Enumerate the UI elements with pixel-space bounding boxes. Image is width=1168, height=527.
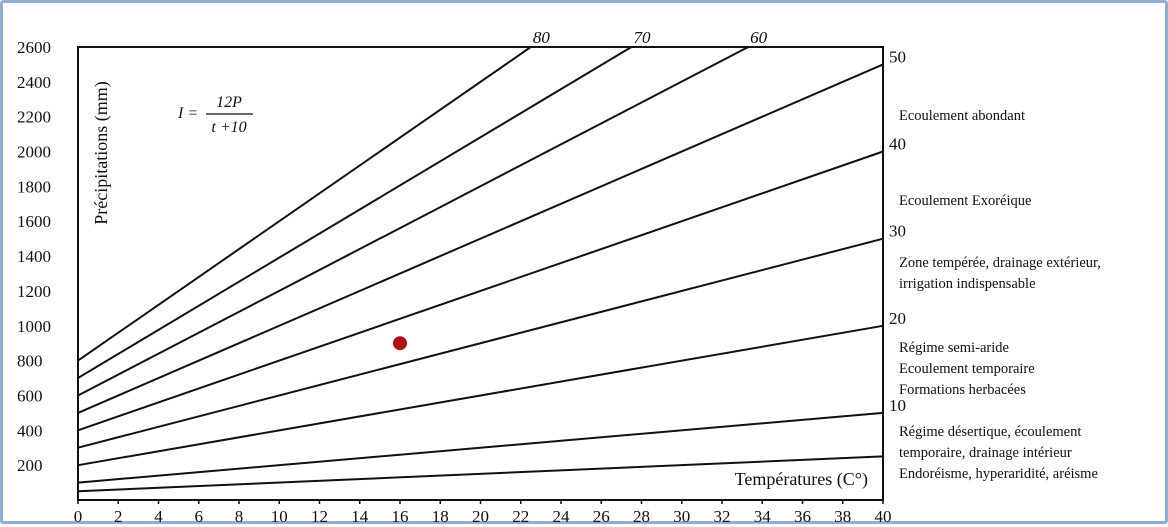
series-line-20 [77, 324, 884, 467]
x-axis-title: Températures (C°) [735, 469, 868, 490]
series-line-40 [77, 150, 884, 432]
x-tick-label: 20 [472, 507, 489, 526]
y-tick-label: 200 [17, 456, 43, 475]
zone-annotation-line: irrigation indispensable [899, 276, 1036, 292]
zone-annotation-line: Ecoulement temporaire [899, 361, 1035, 377]
curve-label-30: 30 [889, 222, 906, 241]
x-tick-label: 0 [74, 507, 83, 526]
series-line-70 [77, 46, 632, 379]
axis-ticks: 0 2 4 6 8 10 12 14 16 18 20 22 24 26 28 30 32 34 36 38 40200… [17, 38, 892, 526]
zone-annotation-line: Régime semi-aride [899, 340, 1009, 356]
x-tick-label: 24 [553, 507, 571, 526]
y-tick-label: 1600 [17, 212, 51, 231]
y-axis-title: Précipitations (mm) [91, 81, 112, 224]
x-tick-label: 36 [794, 507, 811, 526]
x-tick-label: 22 [512, 507, 529, 526]
zone-annotation-line: Endoréisme, hyperaridité, aréisme [899, 466, 1098, 482]
x-tick-label: 30 [673, 507, 690, 526]
y-tick-label: 2600 [17, 38, 51, 57]
x-tick-label: 12 [311, 507, 328, 526]
x-tick-label: 32 [714, 507, 731, 526]
curve-label-40: 40 [889, 135, 906, 154]
y-tick-label: 1400 [17, 247, 51, 266]
zone-annotation-line: Zone tempérée, drainage extérieur, [899, 255, 1101, 271]
x-tick-label: 28 [633, 507, 650, 526]
curve-label-10: 10 [889, 396, 906, 415]
zone-annotation-line: temporaire, drainage intérieur [899, 445, 1072, 461]
x-tick-label: 14 [351, 507, 369, 526]
y-tick-label: 1000 [17, 317, 51, 336]
series-line-10 [77, 411, 884, 484]
x-tick-label: 18 [432, 507, 449, 526]
curve-label-60: 60 [750, 28, 768, 47]
series-lines [77, 46, 884, 493]
plot-frame [77, 46, 884, 501]
chart-svg: 0 2 4 6 8 10 12 14 16 18 20 22 24 26 28 30 32 34 36 38 40200… [17, 28, 1101, 526]
x-tick-label: 2 [114, 507, 123, 526]
zone-annotation-line: Ecoulement Exoréique [899, 193, 1031, 209]
curve-label-80: 80 [533, 28, 551, 47]
x-tick-label: 40 [875, 507, 892, 526]
x-tick-label: 38 [834, 507, 851, 526]
formula-denominator: t +10 [211, 119, 246, 136]
formula-lhs: I = [177, 105, 198, 122]
formula-numerator: 12P [216, 94, 242, 111]
series-line-30 [77, 237, 884, 449]
x-tick-label: 10 [271, 507, 288, 526]
y-tick-label: 1200 [17, 282, 51, 301]
y-tick-label: 2400 [17, 73, 51, 92]
series-line-60 [77, 46, 749, 397]
zone-annotations: Ecoulement abondant Ecoulement Exoréique Z… [899, 108, 1101, 482]
zone-annotation-line: Formations herbacées [899, 382, 1026, 398]
x-tick-label: 8 [235, 507, 244, 526]
zone-annotation-line: Régime désertique, écoulement [899, 424, 1081, 440]
curve-label-20: 20 [889, 309, 906, 328]
series-line-80 [77, 46, 532, 362]
x-tick-label: 6 [195, 507, 204, 526]
data-points [393, 336, 407, 351]
y-tick-label: 2000 [17, 143, 51, 162]
formula: I = 12P t +10 [177, 94, 253, 136]
series-line-5 [77, 455, 884, 493]
curve-label-50: 50 [889, 47, 906, 66]
y-tick-label: 800 [17, 352, 43, 371]
y-tick-label: 1800 [17, 177, 51, 196]
x-tick-label: 34 [754, 507, 772, 526]
x-tick-label: 26 [593, 507, 610, 526]
curve-labels: 80 70 60 50 40 30 20 10 [533, 28, 906, 415]
series-line-50 [77, 63, 884, 414]
x-tick-label: 4 [154, 507, 163, 526]
y-tick-label: 2200 [17, 108, 51, 127]
y-tick-label: 600 [17, 386, 43, 405]
y-tick-label: 400 [17, 421, 43, 440]
zone-annotation-line: Ecoulement abondant [899, 108, 1025, 124]
x-tick-label: 16 [392, 507, 409, 526]
data-point [393, 336, 407, 351]
curve-label-70: 70 [633, 28, 651, 47]
